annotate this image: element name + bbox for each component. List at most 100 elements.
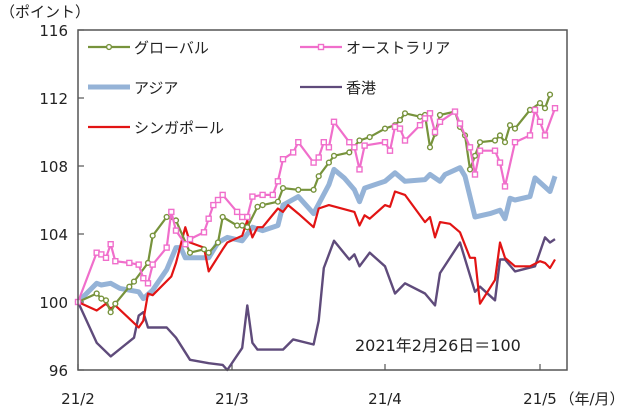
data-point xyxy=(426,110,434,117)
data-point xyxy=(541,132,549,139)
legend-label: 香港 xyxy=(346,79,376,97)
data-point xyxy=(381,138,389,146)
data-point xyxy=(238,213,246,221)
data-point xyxy=(279,185,287,192)
data-point xyxy=(431,128,439,136)
data-point xyxy=(259,202,266,209)
data-point xyxy=(471,171,479,178)
data-point xyxy=(546,91,554,98)
x-tick-label: 21/3 xyxy=(215,390,249,408)
data-point xyxy=(451,108,459,115)
data-point xyxy=(144,280,152,287)
data-point xyxy=(421,115,429,122)
data-point xyxy=(356,166,363,173)
data-point xyxy=(531,106,539,114)
data-point xyxy=(401,110,409,117)
data-point xyxy=(244,213,251,221)
base-date-annotation: 2021年2月26日＝100 xyxy=(355,336,521,355)
series-global xyxy=(74,91,554,316)
x-tick-label: 21/2 xyxy=(61,390,95,408)
data-point xyxy=(501,139,509,146)
data-point xyxy=(295,186,302,193)
data-point xyxy=(200,229,208,236)
data-point xyxy=(391,123,399,131)
legend-marker xyxy=(317,43,325,51)
data-point xyxy=(511,125,519,132)
data-point xyxy=(366,134,373,141)
data-point xyxy=(254,203,261,210)
y-tick-label: 100 xyxy=(39,294,68,312)
legend-label: アジア xyxy=(134,79,178,97)
legend-item: グローバル xyxy=(88,39,209,57)
y-axis-label: （ポイント） xyxy=(0,3,90,21)
data-point xyxy=(205,215,212,222)
data-point xyxy=(214,239,222,246)
data-point xyxy=(219,191,226,199)
y-tick-label: 96 xyxy=(49,362,68,380)
legend-marker xyxy=(105,43,113,51)
data-point xyxy=(239,222,246,229)
data-point xyxy=(149,232,156,239)
data-point xyxy=(205,249,212,256)
x-tick-label: 21/4 xyxy=(368,390,402,408)
data-point xyxy=(346,138,353,146)
data-point xyxy=(168,208,175,216)
data-point xyxy=(315,154,322,161)
data-point xyxy=(315,173,322,180)
data-point xyxy=(536,99,544,107)
data-point xyxy=(186,235,194,243)
plot-frame xyxy=(77,29,568,371)
data-point xyxy=(456,120,464,127)
data-point xyxy=(541,105,549,112)
data-point xyxy=(219,213,226,221)
data-point xyxy=(501,183,509,190)
data-point xyxy=(259,191,266,199)
data-point xyxy=(130,278,138,285)
legend-label: オーストラリア xyxy=(346,39,450,57)
data-point xyxy=(234,222,241,229)
data-point xyxy=(112,300,119,307)
data-point xyxy=(426,144,434,151)
y-tick-label: 116 xyxy=(39,22,68,40)
legend-item: 香港 xyxy=(300,79,376,97)
data-point xyxy=(436,118,444,126)
data-point xyxy=(214,196,222,204)
legend-label: シンガポール xyxy=(134,119,224,137)
data-point xyxy=(102,254,110,262)
data-point xyxy=(269,191,276,199)
y-tick-label: 108 xyxy=(39,158,68,176)
data-point xyxy=(416,121,424,129)
data-point xyxy=(107,240,114,248)
data-point xyxy=(274,198,282,205)
data-point xyxy=(346,149,353,156)
data-point xyxy=(186,249,194,256)
data-point xyxy=(140,275,147,282)
legend-item: アジア xyxy=(88,79,178,97)
data-point xyxy=(396,116,404,124)
data-point xyxy=(491,147,499,154)
data-point xyxy=(381,125,389,132)
data-point xyxy=(476,139,484,146)
data-point xyxy=(274,178,282,185)
data-point xyxy=(416,113,424,120)
data-point xyxy=(107,309,114,316)
data-point xyxy=(102,297,110,304)
data-point xyxy=(279,155,287,163)
data-point xyxy=(149,261,156,268)
data-point xyxy=(295,138,302,146)
data-point xyxy=(249,193,256,200)
data-point xyxy=(361,142,368,149)
data-point xyxy=(163,244,170,251)
data-point xyxy=(491,137,499,144)
x-axis-unit: （年/月） xyxy=(559,390,624,408)
legend-item: シンガポール xyxy=(88,119,224,137)
data-point xyxy=(112,258,119,265)
y-tick-label: 112 xyxy=(39,90,68,108)
data-point xyxy=(330,152,338,159)
data-point xyxy=(163,213,170,221)
data-point xyxy=(320,138,327,146)
series-hong-kong xyxy=(76,236,556,372)
data-point xyxy=(476,147,484,154)
data-point xyxy=(325,144,333,151)
